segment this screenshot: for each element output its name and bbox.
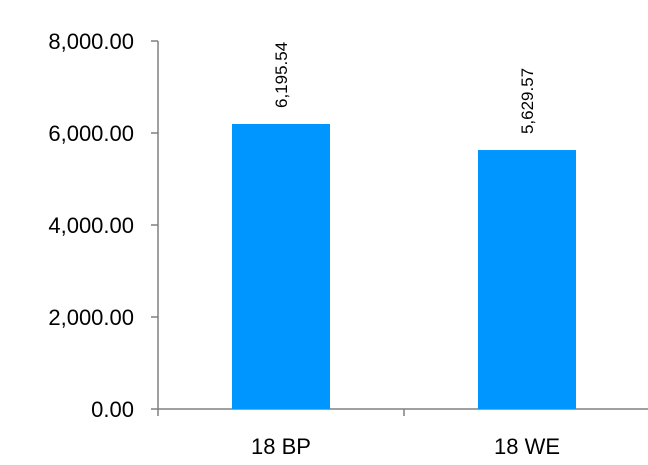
y-tick-label: 6,000.00 [48,121,134,146]
y-tick-label: 0.00 [91,397,134,422]
bars [232,124,576,409]
y-tick-label: 8,000.00 [48,29,134,54]
y-tick-label: 4,000.00 [48,213,134,238]
y-tick-label: 2,000.00 [48,305,134,330]
data-labels: 6,195.54 5,629.57 [272,42,537,134]
x-tick-label: 18 WE [494,434,560,459]
y-axis: 0.00 2,000.00 4,000.00 6,000.00 8,000.00 [48,29,159,422]
x-tick-label: 18 BP [251,434,311,459]
bar [232,124,330,409]
data-label: 6,195.54 [272,42,291,108]
bar [478,150,576,409]
x-axis: 18 BP 18 WE [157,408,648,459]
data-label: 5,629.57 [518,68,537,134]
